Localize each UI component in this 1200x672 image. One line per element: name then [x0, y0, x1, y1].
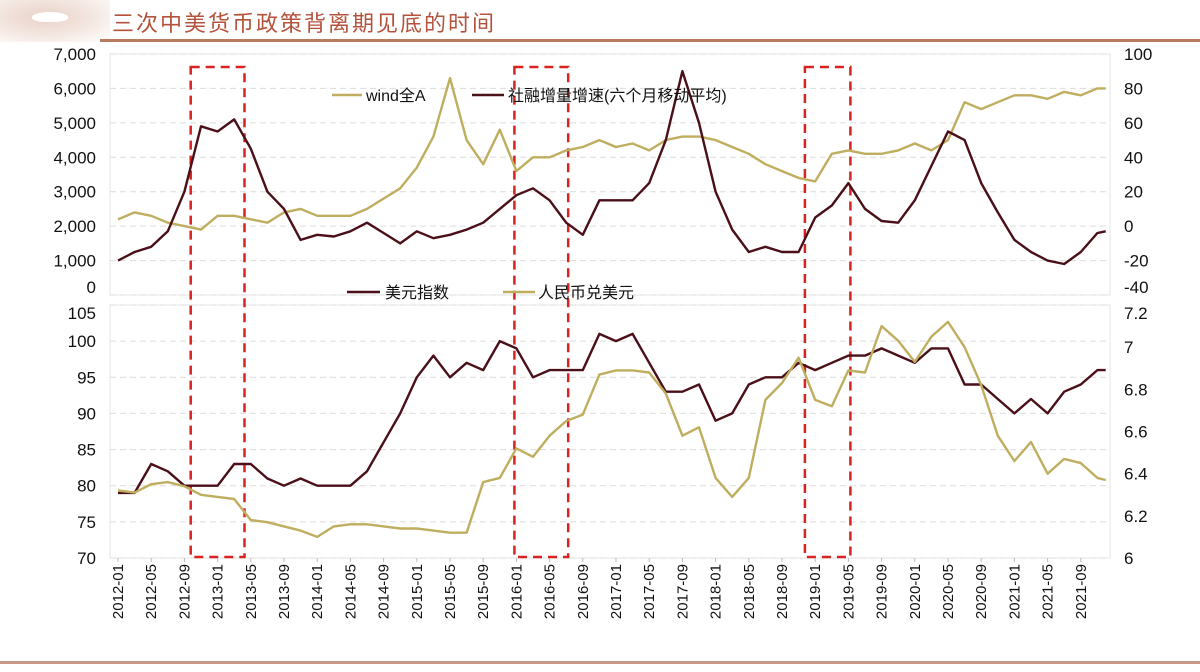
x-axis-tick-label: 2014-05 [342, 564, 359, 619]
x-axis-tick-label: 2012-09 [176, 564, 193, 619]
x-axis-tick-label: 2015-09 [475, 564, 492, 619]
x-axis-tick-label: 2020-05 [940, 564, 957, 619]
gridlines [109, 53, 1111, 559]
left-axis-tick-label: 95 [77, 368, 96, 387]
legend-label-cny-usd: 人民币兑美元 [538, 284, 634, 302]
right-axis-tick-label: 6.6 [1124, 423, 1148, 442]
plot-frame [109, 304, 1111, 559]
highlight-period-box [803, 65, 852, 559]
x-axis-tick-label: 2020-09 [973, 564, 990, 619]
x-axis-tick-label: 2012-01 [110, 564, 127, 619]
right-axis-tick-label: 80 [1124, 79, 1143, 98]
x-axis-tick-label: 2013-01 [210, 564, 227, 619]
right-axis-tick-label: 6.2 [1124, 507, 1148, 526]
legend-label-usd-index: 美元指数 [385, 284, 449, 302]
axis-labels: 0 1,000 2,000 3,000 4,000 5,000 6,000 7,000 -40 -… [53, 45, 1152, 619]
right-axis-tick-label: 0 [1124, 217, 1133, 236]
left-axis-tick-label: 7,000 [53, 45, 96, 64]
right-axis-tick-label: -40 [1124, 278, 1149, 297]
series-line-1-0 [118, 332, 1106, 495]
series-line-0-0 [117, 76, 1106, 231]
page-title: 三次中美货币政策背离期见底的时间 [112, 12, 497, 37]
left-axis-tick-label: 3,000 [53, 183, 96, 202]
left-axis-tick-label: 0 [87, 278, 96, 297]
left-axis-tick-label: 5,000 [53, 114, 96, 133]
x-axis-tick-label: 2017-05 [641, 564, 658, 619]
x-axis-tick-label: 2018-05 [741, 564, 758, 619]
right-axis-tick-label: -20 [1124, 252, 1149, 271]
legends: wind全A 社融增量增速(六个月移动平均) 美元指数 人民币兑美元 [332, 87, 727, 302]
left-axis-tick-label: 80 [77, 477, 96, 496]
series-lines [117, 69, 1106, 539]
right-axis-tick-label: 40 [1124, 148, 1143, 167]
title-divider [100, 39, 1200, 42]
logo [0, 0, 110, 42]
right-axis-tick-label: 6 [1124, 549, 1133, 568]
x-axis-tick-label: 2015-05 [442, 564, 459, 619]
left-axis-tick-label: 70 [77, 549, 96, 568]
x-axis-tick-label: 2013-05 [243, 564, 260, 619]
highlight-period-box [513, 65, 570, 559]
left-axis-tick-label: 4,000 [53, 148, 96, 167]
x-axis-tick-label: 2019-09 [874, 564, 891, 619]
left-axis-tick-label: 90 [77, 404, 96, 423]
left-axis-tick-label: 105 [68, 304, 96, 323]
left-axis-tick-label: 6,000 [53, 79, 96, 98]
footer-divider [0, 661, 1200, 664]
x-axis-tick-label: 2013-09 [276, 564, 293, 619]
x-axis-tick-label: 2021-05 [1040, 564, 1057, 619]
left-axis-tick-label: 1,000 [53, 252, 96, 271]
series-line-1-1 [117, 320, 1106, 539]
highlight-periods [189, 65, 852, 559]
right-axis-tick-label: 7.2 [1124, 304, 1148, 323]
legend-label-wind: wind全A [365, 87, 426, 105]
series-line-0-1 [117, 69, 1106, 266]
x-axis-tick-label: 2016-05 [542, 564, 559, 619]
x-axis-tick-label: 2016-09 [575, 564, 592, 619]
left-axis-tick-label: 75 [77, 513, 96, 532]
x-axis-tick-label: 2019-05 [840, 564, 857, 619]
x-axis-tick-label: 2012-05 [143, 564, 160, 619]
left-axis-tick-label: 85 [77, 441, 96, 460]
x-axis-tick-label: 2021-01 [1006, 564, 1023, 619]
highlight-period-box [189, 65, 246, 559]
right-axis-tick-label: 6.8 [1124, 380, 1148, 399]
left-axis-tick-label: 100 [68, 332, 96, 351]
x-axis-tick-label: 2018-09 [774, 564, 791, 619]
x-axis-tick-label: 2021-09 [1073, 564, 1090, 619]
right-axis-tick-label: 7 [1124, 338, 1133, 357]
right-axis-tick-label: 20 [1124, 183, 1143, 202]
x-axis-tick-label: 2014-01 [309, 564, 326, 619]
x-axis-tick-label: 2016-01 [508, 564, 525, 619]
x-axis-tick-label: 2017-01 [608, 564, 625, 619]
x-axis-tick-label: 2017-09 [674, 564, 691, 619]
x-axis-tick-label: 2019-01 [807, 564, 824, 619]
left-axis-tick-label: 2,000 [53, 217, 96, 236]
right-axis-tick-label: 60 [1124, 114, 1143, 133]
right-axis-tick-label: 100 [1124, 45, 1152, 64]
right-axis-tick-label: 6.4 [1124, 465, 1148, 484]
x-axis-tick-label: 2020-01 [907, 564, 924, 619]
legend-label-social-financing: 社融增量增速(六个月移动平均) [508, 87, 727, 105]
x-axis-tick-label: 2018-01 [708, 564, 725, 619]
x-axis-tick-label: 2015-01 [409, 564, 426, 619]
x-axis-tick-label: 2014-09 [376, 564, 393, 619]
logo-mark [32, 12, 68, 22]
